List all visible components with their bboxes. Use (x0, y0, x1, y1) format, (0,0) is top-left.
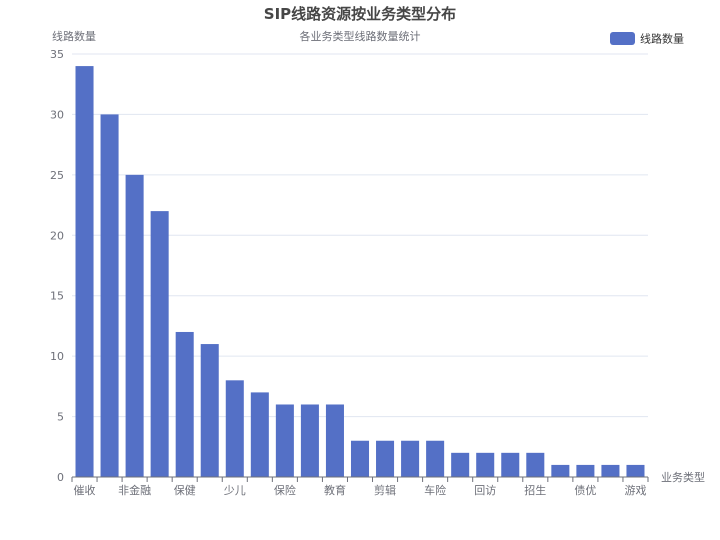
bar (376, 440, 395, 477)
x-tick-label: 车险 (424, 483, 446, 497)
x-tick-label: 保险 (274, 483, 296, 497)
chart-title: SIP线路资源按业务类型分布 (264, 5, 456, 23)
y-axis-label: 线路数量 (52, 29, 96, 43)
bar (300, 404, 319, 477)
x-tick-label: 债优 (574, 483, 596, 497)
x-tick-label: 非金融 (118, 483, 151, 497)
bar (150, 211, 169, 477)
x-tick-label: 催收 (74, 483, 96, 497)
y-tick-label: 35 (50, 48, 64, 61)
x-tick-label: 回访 (474, 484, 496, 497)
bar (200, 344, 219, 477)
bar (601, 464, 620, 477)
bar (100, 114, 119, 477)
bar (175, 331, 194, 477)
x-tick-label: 保健 (174, 483, 196, 497)
x-tick-label: 游戏 (624, 484, 646, 497)
x-axis: 催收 非金融 保健 少儿 保险 教育 剪辑 车险 回访 招生 债优 游戏 (71, 476, 649, 497)
legend-swatch[interactable] (610, 32, 635, 45)
bar (626, 464, 645, 477)
y-tick-label: 20 (50, 229, 64, 242)
bar (451, 452, 470, 477)
y-tick-label: 30 (50, 108, 64, 121)
x-tick-label: 教育 (324, 483, 346, 497)
bar (225, 380, 244, 477)
bar (576, 464, 595, 477)
y-tick-label: 5 (57, 411, 64, 424)
x-axis-label: 业务类型 (661, 470, 705, 484)
bar (426, 440, 445, 477)
bar (476, 452, 495, 477)
x-tick-label: 剪辑 (374, 483, 396, 497)
bar (401, 440, 420, 477)
bar (125, 174, 144, 477)
legend-label[interactable]: 线路数量 (640, 32, 684, 46)
y-tick-label: 25 (50, 169, 64, 182)
bar (526, 452, 545, 477)
legend[interactable]: 线路数量 (610, 32, 684, 46)
bar (501, 452, 520, 477)
bar (250, 392, 269, 477)
x-tick-label: 招生 (524, 483, 546, 497)
y-tick-label: 0 (57, 471, 64, 484)
x-tick-label: 少儿 (224, 484, 246, 497)
bar (325, 404, 344, 477)
bars (75, 66, 645, 477)
bar (350, 440, 370, 477)
bar (75, 66, 94, 477)
y-tick-label: 15 (50, 290, 64, 303)
bar (275, 404, 294, 477)
bar (551, 464, 570, 477)
y-axis-ticks: 0 5 10 15 20 25 30 35 (50, 48, 64, 484)
y-tick-label: 10 (50, 350, 64, 363)
chart-subtitle: 各业务类型线路数量统计 (300, 29, 421, 43)
